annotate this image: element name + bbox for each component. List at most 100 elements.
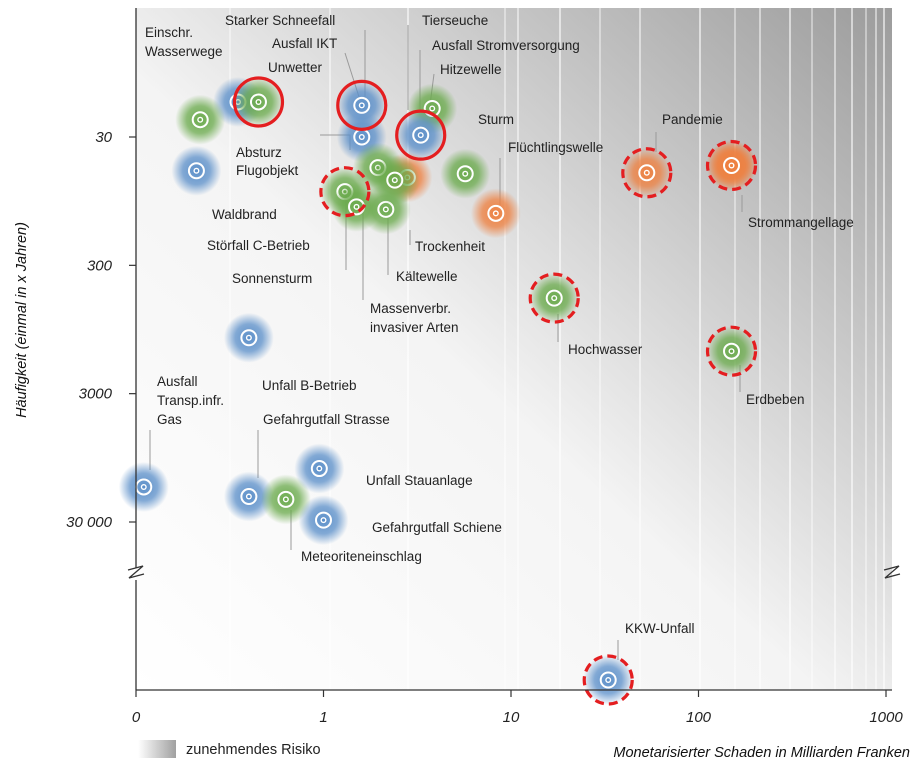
- point-core: [360, 103, 364, 107]
- point-core: [360, 135, 364, 139]
- y-tick-label: 300: [87, 257, 113, 274]
- data-point: [260, 474, 311, 525]
- highlight-ring: [232, 76, 285, 128]
- point-label: KKW-Unfall: [625, 621, 695, 636]
- data-points: [118, 76, 757, 705]
- point-label: Meteoriteneinschlag: [301, 549, 422, 564]
- axis-break-left: [127, 565, 145, 579]
- data-point: [706, 140, 757, 191]
- point-label: Tierseuche: [422, 13, 488, 28]
- data-point: [706, 326, 757, 377]
- point-label: Waldbrand: [212, 207, 277, 222]
- point-core: [419, 133, 423, 137]
- point-core: [552, 296, 556, 300]
- data-point: [223, 312, 274, 363]
- point-label: Strommangellage: [748, 215, 854, 230]
- legend-label: zunehmendes Risiko: [186, 742, 321, 758]
- x-tick-label: 1: [319, 709, 327, 726]
- x-tick-label: 10: [503, 709, 520, 726]
- x-ticks: 0 1 10 100 1000: [132, 690, 903, 726]
- data-point: [529, 273, 580, 324]
- point-core: [729, 163, 734, 168]
- point-label: Ausfall Stromversorgung: [432, 38, 580, 53]
- point-label: Starker Schneefall: [225, 13, 335, 28]
- point-label: Massenverbr.: [370, 301, 451, 316]
- point-label: Erdbeben: [746, 392, 805, 407]
- highlight-ring: [621, 147, 673, 199]
- point-label: Störfall C-Betrieb: [207, 238, 310, 253]
- data-point: [294, 443, 345, 494]
- highlight-rings: [232, 76, 758, 706]
- highlight-ring: [705, 139, 758, 192]
- point-label: Flugobjekt: [236, 163, 299, 178]
- x-tick-label: 100: [686, 709, 712, 726]
- data-point: [440, 148, 491, 199]
- point-ring: [249, 93, 267, 111]
- data-point: [175, 94, 226, 145]
- point-label: Gas: [157, 412, 182, 427]
- point-core: [384, 207, 388, 212]
- highlight-ring: [319, 166, 371, 218]
- point-label: Pandemie: [662, 112, 723, 127]
- data-point: [470, 188, 521, 239]
- point-ring: [191, 111, 209, 129]
- point-ring: [723, 342, 741, 360]
- data-point: [369, 155, 420, 206]
- data-point: [171, 145, 222, 196]
- point-core: [247, 336, 251, 340]
- point-label: Flüchtlingswelle: [508, 140, 603, 155]
- point-core: [463, 172, 467, 176]
- point-label: Gefahrgutfall Schiene: [372, 520, 502, 535]
- point-core: [494, 211, 498, 215]
- point-core: [321, 518, 326, 522]
- y-axis-title: Häufigkeit (einmal in x Jahren): [14, 222, 30, 418]
- highlight-ring: [528, 272, 580, 324]
- point-label: Ausfall: [157, 374, 198, 389]
- point-label: Trockenheit: [415, 239, 485, 254]
- point-core: [393, 178, 397, 182]
- point-ring: [315, 511, 332, 529]
- y-tick-label: 30 000: [66, 514, 113, 531]
- point-label: Hochwasser: [568, 342, 643, 357]
- point-label: Wasserwege: [145, 44, 223, 59]
- point-core: [354, 205, 359, 209]
- point-ring: [386, 171, 404, 189]
- point-label: invasiver Arten: [370, 320, 459, 335]
- data-point: [395, 110, 446, 161]
- y-tick-label: 3000: [79, 386, 113, 403]
- point-label: Absturz: [236, 145, 282, 160]
- point-label: Transp.infr.: [157, 393, 224, 408]
- point-label: Hitzewelle: [440, 62, 502, 77]
- legend-swatch: [138, 740, 176, 758]
- point-ring: [599, 671, 617, 689]
- point-labels: Einschr. Wasserwege Unwetter Starker Schnee…: [145, 13, 854, 636]
- point-label: Kältewelle: [396, 269, 458, 284]
- data-point: [298, 495, 349, 546]
- point-ring: [412, 126, 430, 144]
- point-label: Einschr.: [145, 25, 193, 40]
- x-axis-title: Monetarisierter Schaden in Milliarden Fr…: [613, 745, 910, 761]
- point-label: Unfall B-Betrieb: [262, 378, 357, 393]
- point-ring: [487, 204, 505, 222]
- y-tick-label: 30: [95, 129, 112, 146]
- point-ring: [310, 460, 328, 478]
- point-core: [729, 349, 734, 353]
- y-ticks: 30 300 3000 30 000: [66, 129, 136, 531]
- point-core: [317, 466, 321, 471]
- point-ring: [638, 164, 656, 182]
- point-core: [247, 494, 251, 499]
- axis-break-right: [883, 565, 901, 579]
- point-core: [284, 497, 288, 502]
- highlight-ring: [705, 325, 758, 377]
- point-ring: [187, 162, 205, 180]
- point-ring: [545, 289, 563, 307]
- point-ring: [277, 490, 295, 508]
- point-core: [198, 118, 202, 122]
- x-tick-label: 1000: [869, 709, 903, 726]
- point-label: Unfall Stauanlage: [366, 473, 473, 488]
- point-core: [606, 678, 610, 682]
- highlight-ring: [336, 79, 388, 131]
- highlight-ring: [395, 109, 447, 161]
- data-point: [621, 147, 672, 198]
- point-label: Unwetter: [268, 60, 323, 75]
